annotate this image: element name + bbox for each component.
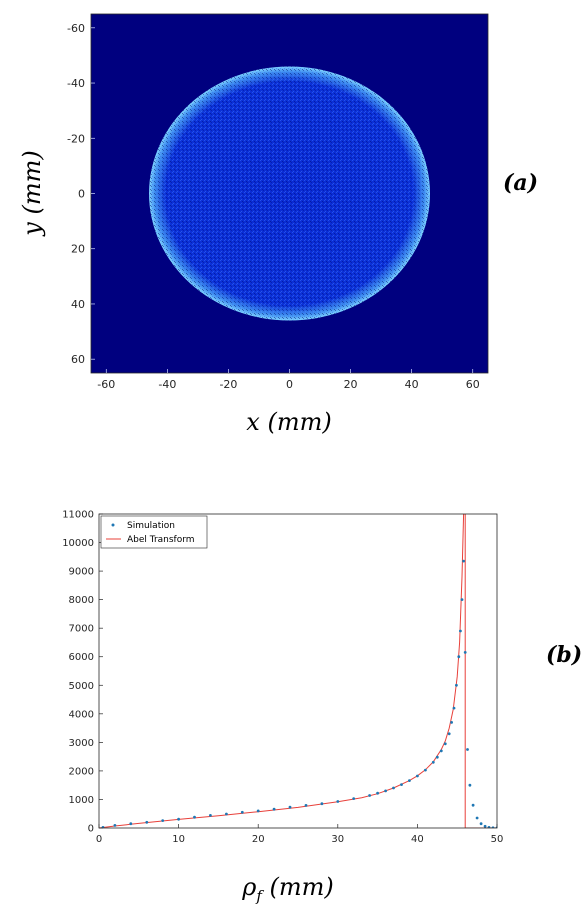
heatmap-y-tick-label: 0 bbox=[78, 188, 85, 201]
simulation-point bbox=[435, 755, 439, 759]
heatmap-y-tick-label: -60 bbox=[67, 22, 85, 35]
legend-simulation-marker bbox=[111, 523, 115, 527]
heatmap-disk-texture bbox=[149, 66, 430, 321]
simulation-point bbox=[129, 822, 133, 826]
line-y-tick-label: 8000 bbox=[69, 595, 94, 606]
simulation-point bbox=[336, 800, 340, 803]
heatmap-y-tick-label: -20 bbox=[67, 132, 85, 145]
legend-abel-transform-label: Abel Transform bbox=[127, 535, 195, 545]
line-y-tick-label: 5000 bbox=[69, 681, 94, 692]
line-y-tick-label: 1000 bbox=[69, 795, 94, 806]
line-x-tick-label: 50 bbox=[491, 834, 504, 845]
line-y-tick-label: 7000 bbox=[69, 624, 94, 635]
simulation-point bbox=[272, 807, 276, 811]
simulation-point bbox=[431, 760, 435, 764]
simulation-point bbox=[376, 791, 379, 795]
heatmap-y-label: y (mm) bbox=[18, 150, 46, 236]
simulation-point bbox=[209, 814, 212, 817]
line-y-tick-label: 3000 bbox=[69, 738, 94, 749]
heatmap-y-tick-label: -40 bbox=[67, 77, 85, 90]
simulation-point bbox=[468, 783, 472, 787]
line-y-tick-label: 9000 bbox=[69, 567, 94, 578]
simulation-point bbox=[408, 779, 411, 782]
line-x-tick-label: 40 bbox=[411, 834, 424, 845]
line-panel: 0 10 20 30 40 50 0 1000 2000 3000 4000 5000 6000 700… bbox=[62, 510, 582, 905]
heatmap-y-ticks: -60 -40 -20 0 20 40 60 bbox=[67, 22, 95, 366]
simulation-point bbox=[450, 721, 453, 724]
simulation-point bbox=[479, 822, 483, 826]
simulation-point bbox=[145, 820, 149, 824]
simulation-point bbox=[161, 819, 165, 822]
line-x-tick-label: 0 bbox=[96, 834, 102, 845]
panel-a-label: (a) bbox=[503, 170, 538, 196]
plot-frame bbox=[98, 513, 498, 829]
simulation-point bbox=[113, 824, 117, 827]
simulation-point bbox=[101, 826, 105, 828]
legend: Simulation Abel Transform bbox=[100, 515, 208, 549]
line-x-label: ρf (mm) bbox=[241, 873, 334, 905]
simulation-point bbox=[452, 706, 456, 710]
line-y-tick-label: 2000 bbox=[69, 766, 94, 777]
heatmap-x-tick-label: -60 bbox=[97, 378, 115, 391]
plot-area bbox=[99, 514, 497, 828]
simulation-point bbox=[177, 817, 181, 821]
line-y-tick-label: 10000 bbox=[62, 538, 94, 549]
heatmap-x-tick-label: 0 bbox=[286, 378, 293, 391]
heatmap-x-label: x (mm) bbox=[246, 408, 331, 436]
simulation-point bbox=[487, 826, 491, 828]
simulation-point bbox=[225, 812, 228, 816]
line-y-ticks: 0 1000 2000 3000 4000 5000 6000 7000 8000 9000 100… bbox=[62, 510, 103, 835]
heatmap-x-tick-label: 40 bbox=[405, 378, 419, 391]
simulation-point bbox=[443, 742, 447, 746]
line-x-tick-label: 30 bbox=[331, 834, 344, 845]
line-x-tick-label: 20 bbox=[252, 834, 265, 845]
simulation-point bbox=[424, 768, 427, 772]
simulation-point bbox=[256, 809, 260, 813]
line-y-tick-label: 4000 bbox=[69, 709, 94, 720]
heatmap-panel: -60 -40 -20 0 20 40 60 -60 -40 -20 0 20 40 60 x (mm)… bbox=[18, 13, 538, 436]
simulation-point bbox=[304, 804, 308, 807]
simulation-point bbox=[455, 683, 458, 687]
simulation-point bbox=[400, 783, 403, 786]
simulation-point bbox=[439, 749, 443, 753]
panel-b-label: (b) bbox=[546, 642, 582, 668]
line-y-tick-label: 11000 bbox=[62, 510, 94, 521]
heatmap-y-tick-label: 40 bbox=[71, 298, 85, 311]
simulation-point bbox=[447, 732, 451, 736]
simulation-point bbox=[475, 816, 479, 820]
heatmap-x-ticks: -60 -40 -20 0 20 40 60 bbox=[97, 369, 480, 391]
simulation-point bbox=[320, 802, 324, 806]
simulation-point bbox=[471, 803, 475, 807]
legend-simulation-label: Simulation bbox=[127, 521, 175, 531]
simulation-point bbox=[352, 797, 356, 800]
simulation-point bbox=[193, 815, 196, 819]
line-y-tick-label: 6000 bbox=[69, 652, 94, 663]
simulation-point bbox=[416, 774, 419, 778]
line-x-tick-label: 10 bbox=[172, 834, 185, 845]
simulation-point bbox=[368, 794, 371, 797]
simulation-point bbox=[466, 748, 469, 751]
simulation-point bbox=[459, 629, 462, 633]
simulation-point bbox=[384, 789, 387, 793]
heatmap-y-tick-label: 60 bbox=[71, 353, 85, 366]
simulation-point bbox=[483, 824, 487, 828]
heatmap-x-tick-label: 60 bbox=[466, 378, 480, 391]
simulation-point bbox=[240, 810, 244, 814]
simulation-point bbox=[463, 651, 467, 654]
heatmap-y-tick-label: 20 bbox=[71, 243, 85, 256]
simulation-point bbox=[288, 805, 292, 809]
heatmap-x-tick-label: 20 bbox=[344, 378, 358, 391]
line-y-tick-label: 0 bbox=[88, 824, 94, 835]
legend-box bbox=[100, 515, 208, 549]
simulation-point bbox=[460, 598, 464, 601]
simulation-point bbox=[462, 559, 465, 563]
simulation-point bbox=[392, 786, 395, 790]
heatmap-x-tick-label: -40 bbox=[158, 378, 176, 391]
heatmap-x-tick-label: -20 bbox=[219, 378, 237, 391]
simulation-point bbox=[457, 655, 461, 659]
